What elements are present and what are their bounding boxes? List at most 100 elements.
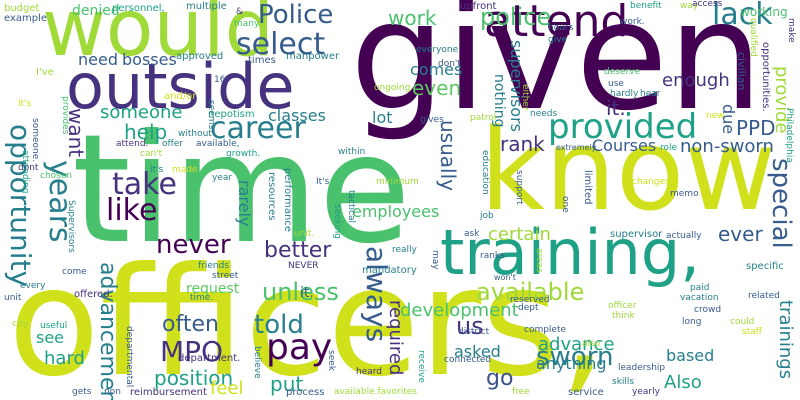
word-asked: asked [454,342,501,361]
word-personnel: personnel, [112,3,165,14]
word-receive: receive [416,350,426,383]
word-everyone: everyone [416,45,459,55]
word-wont: won't [494,273,516,282]
word-friends: friends [198,261,230,271]
word-never: never [156,230,231,260]
word-leadership: leadership [618,363,666,373]
word-police: police [480,3,552,31]
word-it-s: it's [18,99,32,109]
word-based: based [666,346,715,365]
word-district: district [458,327,490,337]
word-know: know [480,106,776,236]
word-ranks: ranks [480,251,505,261]
word-yearly: yearly [632,387,660,397]
word-paid: paid [690,283,710,293]
word-it-dot2: it. [300,285,314,301]
word-it: it. [606,96,626,120]
word-training: training, [440,216,700,289]
word-trainings: trainings [775,300,796,380]
word-vacation: vacation [680,293,719,303]
word-never-cap: NEVER [288,261,319,271]
word-tactical: tactical [346,190,356,223]
word-ive: I've [36,67,54,78]
word-minimum: minimum [376,177,419,187]
word-someone-dot: someone. [30,118,40,163]
word-reimbursement: reimbursement [130,387,207,398]
word-times: times [248,55,276,66]
word-ask: ask [464,229,480,239]
word-ppd: PPD [736,116,776,140]
word-police-cap: Police [258,0,334,30]
word-available-favorites: available.favorites [334,387,417,397]
word-lack: lack [712,0,773,32]
word-given: given [350,0,764,144]
word-us: us [456,312,484,340]
word-approved: approved [176,51,224,62]
word-dont: don't [438,59,461,69]
word-nepotism: nepotism [208,109,255,120]
word-access: access [692,0,723,9]
word-crowd: crowd [694,305,722,315]
word-provide: provide [771,66,792,134]
word-time-dot: time. [190,293,214,303]
word-made: made [172,165,198,175]
word-anything: anything [536,354,607,373]
word-deserve: deserve [604,67,641,77]
word-specific: specific [746,261,784,272]
word-select: select [236,27,326,62]
word-its: It's [316,177,330,187]
word-limited: limited [582,170,593,205]
word-sworn: sworn [536,342,614,372]
word-way: way [680,1,699,11]
word-certain: certain [488,224,551,245]
word-also-cap: Also [664,372,702,393]
word-give: give [548,35,568,45]
word-every: every [20,281,46,291]
word-hardly: hardly [610,89,639,99]
word-need: need [78,50,118,69]
word-working: working [740,5,788,19]
word-courses: Courses [592,136,657,155]
word-think: think [612,311,635,321]
word-see: see [36,328,65,347]
word-amp: & [236,7,244,17]
word-bosses: bosses [122,50,177,69]
word-dept: dept [518,303,539,313]
word-time: time [72,103,411,277]
word-work: work [388,6,437,30]
word-like: like [106,193,158,228]
word-skills: skills [612,377,635,387]
word-supervisor: supervisor [610,229,663,240]
word-comes: comes [410,60,463,79]
word-qualified: qualified [748,18,758,57]
word-usually: usually [436,120,460,191]
word-changes: changes [632,177,670,187]
word-complete: complete [524,325,567,335]
word-hear: hear [640,89,661,99]
word-may: may [430,250,440,270]
word-new: new [706,111,725,121]
word-go: go [486,366,514,391]
word-process: process [286,387,325,398]
word-special: special [766,158,796,249]
word-rarely: rarely [235,180,254,227]
word-use: use [608,79,624,89]
word-growth: growth. [226,149,261,159]
word-denied: denied [72,3,120,19]
word-rank: rank [500,132,545,156]
word-seek: seek [326,350,336,371]
word-manpower: manpower [286,51,340,62]
word-unit-dot: unit. [294,229,315,239]
word-unit: unit [4,293,22,303]
word-sixteen: 16 [214,75,226,85]
word-seeking: seeking [332,204,342,239]
word-unless: unless [262,278,339,306]
word-make: make [786,18,796,43]
word-department: department. [178,353,241,364]
word-resources: resources [266,172,277,221]
word-put: put [270,372,304,396]
word-ongoing: ongoing [374,83,411,93]
word-city: city [12,319,29,329]
word-departmental: departmental [124,326,134,388]
